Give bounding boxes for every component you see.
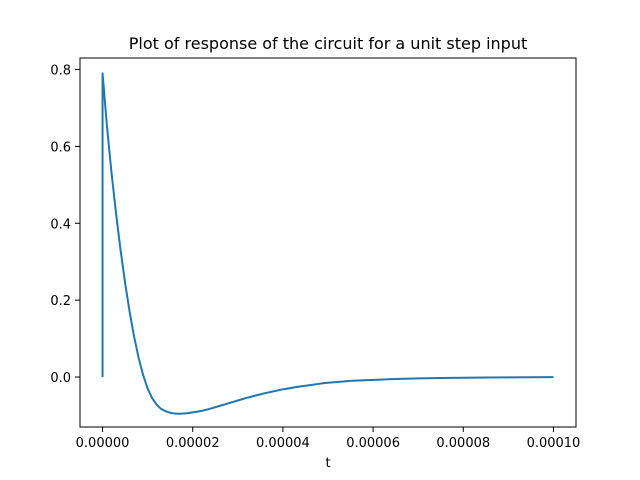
x-tick-label: 0.00000 xyxy=(76,436,130,451)
plot-background xyxy=(80,58,576,427)
y-tick-label: 0.2 xyxy=(50,294,71,309)
x-tick-label: 0.00006 xyxy=(346,436,400,451)
series-line-0 xyxy=(101,72,554,415)
x-axis-label: t xyxy=(325,456,330,471)
plot-frame xyxy=(79,57,577,428)
chart-title: Plot of response of the circuit for a un… xyxy=(129,34,527,53)
x-tick-label: 0.00002 xyxy=(166,436,220,451)
y-tick-label: 0.4 xyxy=(50,217,71,232)
x-tick-label: 0.00010 xyxy=(527,436,581,451)
x-tick-label: 0.00004 xyxy=(256,436,310,451)
y-axis-ticks: 0.0 0.2 0.4 0.6 0.8 xyxy=(50,64,80,386)
x-axis-ticks: 0.00000 0.00002 0.00004 0.00006 0.00008 0.000… xyxy=(76,427,581,451)
y-tick-label: 0.0 xyxy=(50,371,71,386)
y-tick-label: 0.6 xyxy=(50,140,71,155)
x-tick-label: 0.00008 xyxy=(436,436,490,451)
series-layer xyxy=(101,72,554,415)
y-tick-label: 0.8 xyxy=(50,64,71,79)
